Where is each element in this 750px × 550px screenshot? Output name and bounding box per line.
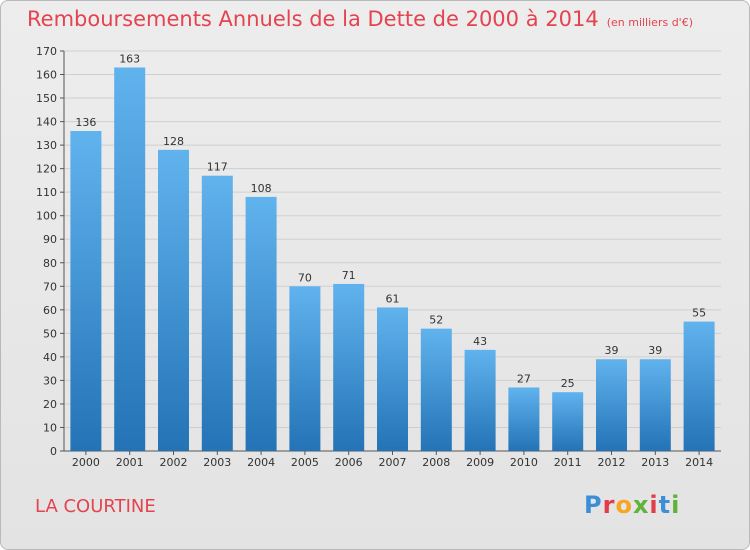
bar-2002 — [158, 149, 189, 451]
logo-letter: P — [584, 491, 603, 519]
bar-2001 — [114, 67, 146, 452]
x-tick-label-2007: 2007 — [379, 456, 407, 469]
y-tick-label: 160 — [36, 69, 57, 82]
y-tick-label: 90 — [43, 233, 57, 246]
data-label-2004: 108 — [251, 182, 272, 195]
data-label-2002: 128 — [163, 135, 184, 148]
bar-2013 — [639, 359, 671, 451]
x-tick-label-2003: 2003 — [203, 456, 231, 469]
y-tick-label: 30 — [43, 374, 57, 387]
logo-letter: i — [649, 491, 659, 519]
data-labels: 136 163 128 117 108 70 71 61 52 43 27 25 39 39 55 — [75, 52, 706, 390]
y-tick-label: 110 — [36, 186, 57, 199]
logo-letter: t — [658, 491, 672, 519]
bar-2010 — [508, 387, 540, 451]
x-tick-label-2005: 2005 — [291, 456, 319, 469]
x-tick-label-2010: 2010 — [510, 456, 538, 469]
x-tick-label-2012: 2012 — [598, 456, 626, 469]
data-label-2013: 39 — [648, 344, 662, 357]
logo-letter: x — [632, 491, 650, 519]
y-tick-label: 60 — [43, 304, 57, 317]
bar-2008 — [420, 328, 452, 451]
bar-2007 — [377, 307, 408, 451]
data-label-2006: 71 — [342, 269, 356, 282]
data-label-2011: 25 — [561, 377, 575, 390]
x-tick-label-2011: 2011 — [554, 456, 582, 469]
proxiti-logo: Proxiti — [584, 491, 680, 519]
tick-labels: 0 10 20 30 40 50 60 70 80 90 100 110 120 130 140 150 160… — [36, 45, 713, 469]
logo-letter: i — [671, 491, 681, 519]
bar-2012 — [596, 359, 627, 451]
y-tick-label: 100 — [36, 210, 57, 223]
data-label-2003: 117 — [207, 161, 228, 174]
y-tick-label: 20 — [43, 398, 57, 411]
chart-title: Remboursements Annuels de la Dette de 20… — [27, 7, 693, 31]
y-tick-label: 70 — [43, 280, 57, 293]
x-tick-label-2006: 2006 — [335, 456, 363, 469]
data-label-2014: 55 — [692, 307, 706, 320]
data-label-2009: 43 — [473, 335, 487, 348]
chart-title-text: Remboursements Annuels de la Dette de 20… — [27, 7, 599, 31]
x-tick-label-2004: 2004 — [247, 456, 275, 469]
data-label-2012: 39 — [605, 344, 619, 357]
y-tick-label: 140 — [36, 116, 57, 129]
y-tick-label: 120 — [36, 163, 57, 176]
bars — [70, 67, 715, 452]
x-tick-label-2000: 2000 — [72, 456, 100, 469]
y-tick-label: 150 — [36, 92, 57, 105]
y-tick-label: 0 — [50, 445, 57, 458]
x-tick-label-2001: 2001 — [116, 456, 144, 469]
logo-letter: r — [602, 491, 616, 519]
chart-unit: (en milliers d'€) — [606, 16, 693, 29]
bar-2003 — [201, 175, 233, 452]
bar-2009 — [464, 349, 496, 451]
x-tick-label-2013: 2013 — [641, 456, 669, 469]
bar-2006 — [333, 283, 365, 451]
data-label-2007: 61 — [386, 292, 400, 305]
data-label-2005: 70 — [298, 271, 312, 284]
bar-2011 — [552, 392, 584, 451]
data-label-2000: 136 — [75, 116, 96, 129]
data-label-2008: 52 — [429, 314, 443, 327]
commune-name: LA COURTINE — [35, 496, 156, 517]
y-tick-label: 10 — [43, 421, 57, 434]
logo-letter: o — [615, 491, 633, 519]
x-tick-label-2002: 2002 — [160, 456, 188, 469]
x-tick-label-2008: 2008 — [422, 456, 450, 469]
bar-2004 — [245, 196, 277, 451]
x-tick-label-2014: 2014 — [685, 456, 713, 469]
data-label-2001: 163 — [119, 52, 140, 65]
y-tick-label: 50 — [43, 327, 57, 340]
y-tick-label: 40 — [43, 351, 57, 364]
x-tick-label-2009: 2009 — [466, 456, 494, 469]
data-label-2010: 27 — [517, 372, 531, 385]
y-tick-label: 80 — [43, 257, 57, 270]
bar-2000 — [70, 131, 102, 451]
y-tick-label: 130 — [36, 139, 57, 152]
y-tick-label: 170 — [36, 45, 57, 58]
bar-2014 — [683, 321, 715, 451]
bar-2005 — [289, 286, 321, 451]
